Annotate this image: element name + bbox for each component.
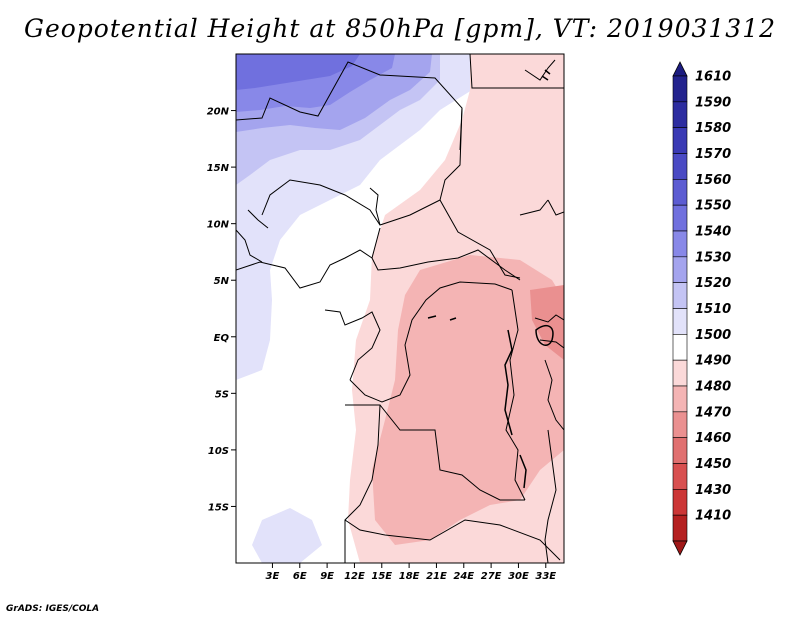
field-1470 — [530, 285, 564, 360]
colorbar-swatch — [672, 385, 688, 413]
colorbar-level-label: 1540 — [695, 225, 731, 240]
colorbar-level-label: 1510 — [695, 302, 731, 317]
lat-tick-label: 5S — [215, 389, 229, 400]
coast-red-sea — [524, 59, 556, 81]
lat-tick-label: 15N — [207, 163, 230, 174]
border-mozambique — [544, 429, 557, 563]
border-ethiopia — [519, 199, 564, 216]
longitude-axis: 3E 6E 9E 12E 15E 18E 21E 24E 27E 30E 33E — [266, 563, 556, 582]
colorbar-swatch — [672, 230, 688, 258]
border-east-africa — [534, 314, 564, 431]
colorbar-swatch — [672, 256, 688, 283]
height-field — [236, 54, 564, 563]
border-sahara — [236, 61, 463, 151]
chart-title: Geopotential Height at 850hPa [gpm], VT:… — [23, 14, 777, 43]
colorbar-level-label: 1560 — [695, 173, 731, 188]
lon-tick-label: 12E — [344, 571, 365, 582]
lon-tick-label: 18E — [399, 571, 420, 582]
border-car — [371, 249, 521, 281]
coast-west-africa — [236, 209, 269, 263]
lon-tick-label: 33E — [535, 571, 556, 582]
colorbar-bottom-arrow — [672, 540, 688, 556]
field-1510-south — [252, 508, 322, 563]
border-sahel — [261, 179, 441, 226]
border-chad-sudan — [439, 107, 521, 279]
colorbar-level-label: 1410 — [695, 509, 731, 524]
colorbar-level-label: 1430 — [695, 483, 731, 498]
border-nigeria — [369, 187, 381, 226]
colorbar-level-label: 1500 — [695, 328, 731, 343]
lat-tick-label: EQ — [214, 333, 230, 344]
lat-tick-label: 10N — [207, 220, 230, 231]
lon-tick-label: 30E — [508, 571, 529, 582]
colorbar-swatch — [672, 437, 688, 464]
colorbar-swatch — [672, 75, 688, 103]
colorbar-level-label: 1580 — [695, 121, 731, 136]
latitude-axis: 20N 15N 10N 5N EQ 5S 10S 15S — [207, 107, 236, 513]
lon-tick-label: 9E — [320, 571, 334, 582]
country-borders — [236, 54, 564, 563]
colorbar-swatch — [672, 514, 688, 542]
colorbar-level-label: 1450 — [695, 457, 731, 472]
lon-tick-label: 27E — [481, 571, 502, 582]
coast-angola-namibia — [344, 404, 381, 563]
colorbar-level-label: 1470 — [695, 405, 731, 420]
colorbar-swatch — [672, 463, 688, 490]
border-egypt — [469, 54, 564, 89]
lake-malawi — [519, 454, 527, 489]
colorbar-swatch — [672, 334, 688, 361]
nile-delta — [541, 69, 551, 81]
colorbar-level-label: 1520 — [695, 276, 731, 291]
lake-victoria — [535, 324, 554, 346]
lat-tick-label: 10S — [208, 446, 229, 457]
border-gabon-congo — [324, 309, 381, 381]
lat-tick-label: 5N — [214, 276, 230, 287]
grads-credit: GrADS: IGES/COLA — [6, 604, 100, 614]
colorbar-swatch — [672, 308, 688, 335]
congo-river-marks — [427, 315, 457, 321]
lon-tick-label: 21E — [426, 571, 447, 582]
colorbar-top-arrow — [672, 61, 688, 77]
colorbar-swatch — [672, 489, 688, 516]
field-1550 — [236, 54, 360, 90]
lakes — [427, 69, 554, 489]
border-namibia-botswana — [344, 519, 561, 561]
lon-tick-label: 6E — [293, 571, 307, 582]
colorbar-level-label: 1480 — [695, 380, 731, 395]
colorbar-swatch — [672, 204, 688, 232]
colorbar-swatch — [672, 101, 688, 128]
colorbar-level-label: 1590 — [695, 95, 731, 110]
colorbar-swatch — [672, 127, 688, 154]
border-drc-east — [505, 289, 526, 501]
colorbar-swatch — [672, 359, 688, 387]
lon-tick-label: 3E — [266, 571, 280, 582]
colorbar-swatch — [672, 153, 688, 180]
lon-tick-label: 15E — [371, 571, 392, 582]
colorbar-level-label: 1460 — [695, 431, 731, 446]
colorbar-swatch — [672, 411, 688, 438]
colorbar-level-label: 1570 — [695, 147, 731, 162]
colorbar-level-label: 1490 — [695, 354, 731, 369]
lat-tick-label: 20N — [207, 107, 230, 118]
border-angola-zambia — [345, 404, 525, 501]
border-drc-north — [349, 281, 513, 403]
plot-frame — [235, 53, 565, 564]
colorbar-swatch — [672, 179, 688, 206]
colorbar-level-label: 1530 — [695, 250, 731, 265]
border-guinea-coast — [236, 227, 381, 289]
colorbar-level-label: 1550 — [695, 199, 731, 214]
colorbar-level-label: 1610 — [695, 70, 731, 85]
colorbar-swatch — [672, 282, 688, 309]
lake-tanganyika — [504, 329, 513, 436]
colorbar: 1610 1590 1580 1570 1560 1550 1540 1530 1520 1510… — [672, 61, 731, 556]
lon-tick-label: 24E — [453, 571, 474, 582]
lat-tick-label: 15S — [208, 502, 229, 513]
